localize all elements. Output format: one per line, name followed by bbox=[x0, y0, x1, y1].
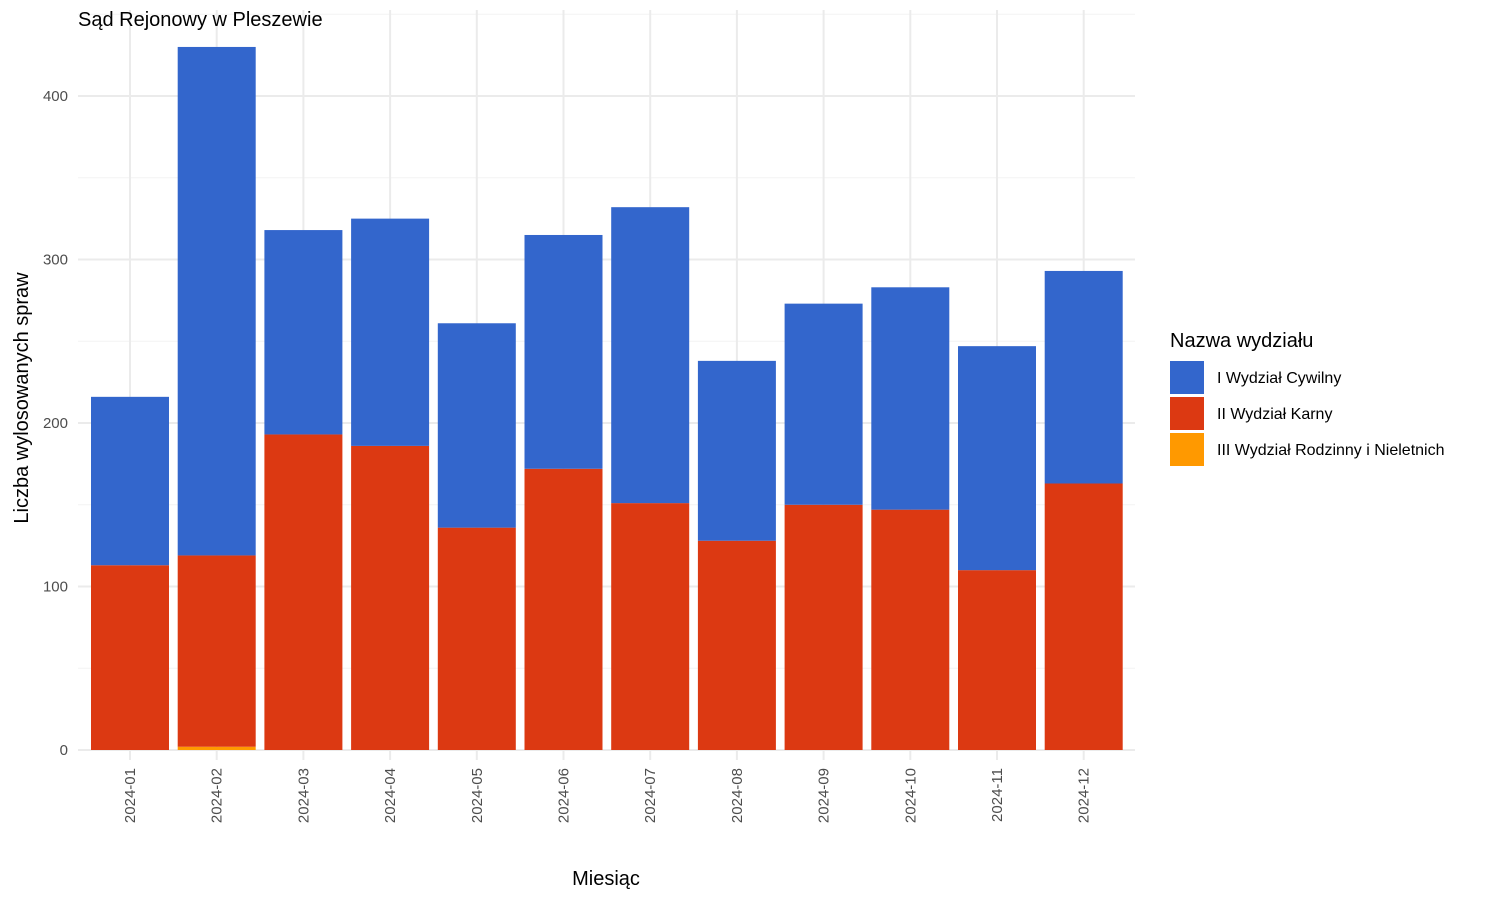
x-tick-label: 2024-08 bbox=[729, 768, 746, 823]
y-axis-title: Liczba wylosowanych spraw bbox=[11, 272, 33, 524]
legend-title: Nazwa wydziału bbox=[1170, 330, 1313, 352]
bar-segment bbox=[177, 46, 256, 556]
legend-label: I Wydział Cywilny bbox=[1217, 370, 1341, 387]
x-tick-label: 2024-11 bbox=[989, 768, 1006, 822]
y-tick-label: 100 bbox=[43, 579, 68, 596]
x-tick-label: 2024-01 bbox=[122, 768, 139, 823]
bar-segment bbox=[697, 360, 776, 541]
bar-segment bbox=[1044, 270, 1123, 484]
x-tick-label: 2024-07 bbox=[642, 768, 659, 823]
y-axis-ticks: 0 100 200 300 400 bbox=[43, 88, 68, 759]
legend-swatch bbox=[1170, 397, 1204, 430]
bar-segment bbox=[437, 527, 516, 750]
x-axis-ticks: 2024-01 2024-02 2024-03 2024-04 2024-05 2024-… bbox=[122, 768, 1093, 823]
bar-segment bbox=[264, 230, 343, 435]
x-axis-title: Miesiąc bbox=[572, 868, 640, 890]
x-tick-label: 2024-10 bbox=[902, 768, 919, 823]
bar-segment bbox=[177, 746, 256, 750]
bar-segment bbox=[264, 434, 343, 750]
y-tick-label: 400 bbox=[43, 88, 68, 105]
x-tick-label: 2024-05 bbox=[469, 768, 486, 823]
bar-segment bbox=[524, 468, 603, 750]
y-tick-label: 0 bbox=[60, 742, 68, 759]
bar-segment bbox=[611, 207, 690, 504]
bar-segment bbox=[437, 323, 516, 528]
bar-segment bbox=[784, 504, 863, 750]
legend-label: II Wydział Karny bbox=[1217, 406, 1332, 423]
legend-swatch bbox=[1170, 433, 1204, 466]
x-tick-label: 2024-02 bbox=[209, 768, 226, 823]
y-tick-label: 200 bbox=[43, 415, 68, 432]
chart-title: Sąd Rejonowy w Pleszewie bbox=[78, 9, 323, 31]
legend-swatch bbox=[1170, 361, 1204, 394]
y-tick-label: 300 bbox=[43, 252, 68, 269]
x-tick-label: 2024-09 bbox=[816, 768, 833, 823]
bar-segment bbox=[611, 503, 690, 750]
bar-segment bbox=[524, 234, 603, 469]
bar-segment bbox=[871, 509, 950, 750]
x-tick-label: 2024-03 bbox=[295, 768, 312, 823]
bar-segment bbox=[871, 287, 950, 510]
legend-label: III Wydział Rodzinny i Nieletnich bbox=[1217, 442, 1445, 459]
x-tick-label: 2024-06 bbox=[556, 768, 573, 823]
bar-segment bbox=[784, 303, 863, 505]
bar-segment bbox=[1044, 483, 1123, 750]
x-tick-label: 2024-12 bbox=[1076, 768, 1093, 823]
bar-segment bbox=[177, 555, 256, 747]
bar-segment bbox=[351, 218, 430, 446]
bar-segment bbox=[351, 445, 430, 750]
bar-segment bbox=[91, 396, 169, 566]
x-tick-label: 2024-04 bbox=[382, 768, 399, 823]
bars bbox=[91, 46, 1123, 750]
legend: Nazwa wydziału I Wydział Cywilny II Wydzi… bbox=[1170, 330, 1445, 466]
bar-segment bbox=[91, 565, 169, 750]
bar-segment bbox=[958, 346, 1036, 571]
bar-segment bbox=[697, 540, 776, 750]
bar-segment bbox=[958, 570, 1036, 750]
